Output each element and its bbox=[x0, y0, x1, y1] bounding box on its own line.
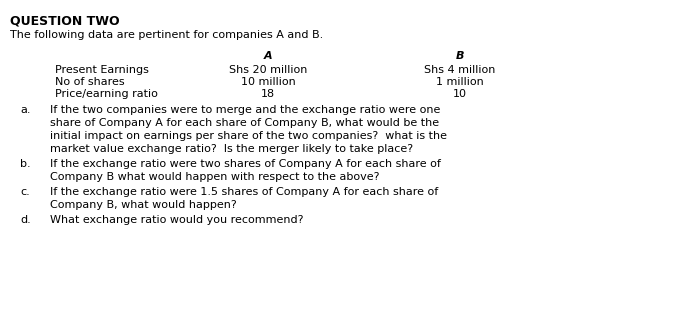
Text: If the exchange ratio were 1.5 shares of Company A for each share of: If the exchange ratio were 1.5 shares of… bbox=[50, 187, 439, 197]
Text: c.: c. bbox=[20, 187, 30, 197]
Text: 18: 18 bbox=[261, 89, 275, 99]
Text: initial impact on earnings per share of the two companies?  what is the: initial impact on earnings per share of … bbox=[50, 131, 447, 141]
Text: market value exchange ratio?  Is the merger likely to take place?: market value exchange ratio? Is the merg… bbox=[50, 144, 413, 154]
Text: Price/earning ratio: Price/earning ratio bbox=[55, 89, 158, 99]
Text: share of Company A for each share of Company B, what would be the: share of Company A for each share of Com… bbox=[50, 118, 439, 128]
Text: What exchange ratio would you recommend?: What exchange ratio would you recommend? bbox=[50, 215, 304, 225]
Text: d.: d. bbox=[20, 215, 31, 225]
Text: If the two companies were to merge and the exchange ratio were one: If the two companies were to merge and t… bbox=[50, 105, 441, 115]
Text: 10: 10 bbox=[453, 89, 467, 99]
Text: a.: a. bbox=[20, 105, 31, 115]
Text: The following data are pertinent for companies A and B.: The following data are pertinent for com… bbox=[10, 30, 323, 40]
Text: Present Earnings: Present Earnings bbox=[55, 65, 149, 75]
Text: 1 million: 1 million bbox=[436, 77, 484, 87]
Text: If the exchange ratio were two shares of Company A for each share of: If the exchange ratio were two shares of… bbox=[50, 159, 441, 169]
Text: b.: b. bbox=[20, 159, 31, 169]
Text: Shs 20 million: Shs 20 million bbox=[229, 65, 307, 75]
Text: Shs 4 million: Shs 4 million bbox=[425, 65, 496, 75]
Text: A: A bbox=[263, 51, 272, 61]
Text: QUESTION TWO: QUESTION TWO bbox=[10, 15, 120, 28]
Text: Company B what would happen with respect to the above?: Company B what would happen with respect… bbox=[50, 172, 379, 182]
Text: B: B bbox=[456, 51, 464, 61]
Text: 10 million: 10 million bbox=[240, 77, 295, 87]
Text: Company B, what would happen?: Company B, what would happen? bbox=[50, 200, 237, 210]
Text: No of shares: No of shares bbox=[55, 77, 124, 87]
